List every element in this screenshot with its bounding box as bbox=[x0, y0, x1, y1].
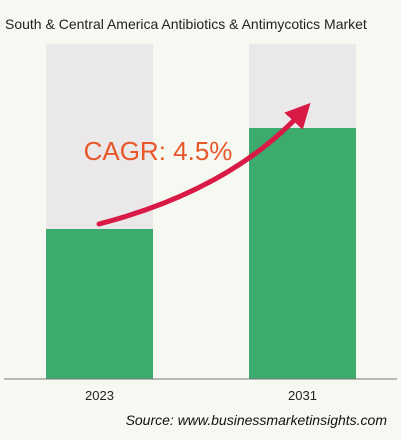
x-tick-label-2031: 2031 bbox=[288, 388, 317, 403]
cagr-annotation: CAGR: 4.5% bbox=[84, 136, 233, 166]
x-tick-labels: 2023 2031 bbox=[85, 388, 317, 403]
bar-2023 bbox=[46, 229, 153, 379]
cagr-arrow bbox=[96, 102, 311, 227]
chart-title: South & Central America Antibiotics & An… bbox=[5, 16, 367, 32]
bar-2031 bbox=[249, 128, 356, 379]
x-tick-label-2023: 2023 bbox=[85, 388, 114, 403]
bars-group bbox=[46, 44, 356, 379]
source-note: Source: www.businessmarketinsights.com bbox=[125, 412, 387, 428]
